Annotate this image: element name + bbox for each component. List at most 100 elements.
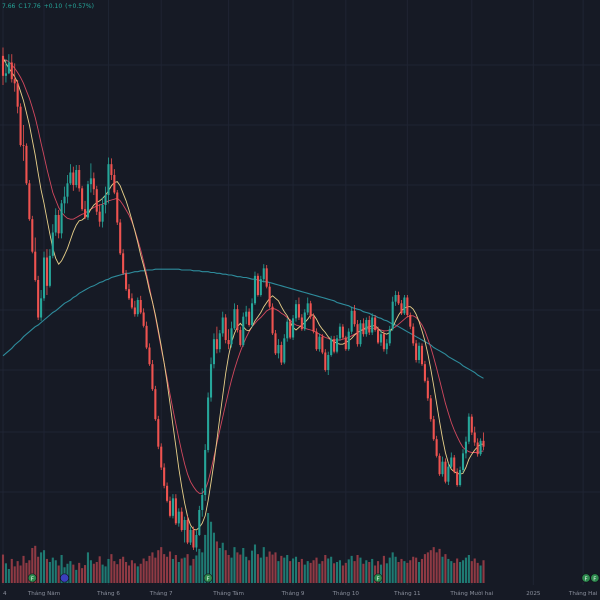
candle[interactable] (209, 357, 213, 402)
candle[interactable] (66, 175, 69, 204)
candle[interactable] (453, 455, 456, 474)
candle[interactable] (459, 466, 462, 487)
candle[interactable] (130, 293, 133, 310)
candle[interactable] (166, 482, 169, 503)
candle[interactable] (294, 300, 298, 322)
candle[interactable] (248, 308, 251, 327)
candle[interactable] (259, 275, 262, 297)
candle[interactable] (335, 335, 339, 354)
candle[interactable] (394, 290, 397, 306)
candle[interactable] (435, 435, 438, 458)
candle[interactable] (415, 340, 418, 363)
candle[interactable] (397, 291, 400, 305)
candle[interactable] (207, 392, 210, 453)
candle[interactable] (447, 463, 450, 485)
candle[interactable] (212, 333, 216, 369)
candle[interactable] (37, 275, 40, 320)
event-marker[interactable]: F (27, 573, 37, 583)
candle[interactable] (22, 125, 25, 161)
candle[interactable] (253, 271, 257, 305)
candle[interactable] (177, 508, 180, 527)
candle[interactable] (441, 456, 444, 477)
candle[interactable] (300, 314, 303, 331)
candle[interactable] (265, 265, 268, 289)
candle[interactable] (60, 200, 63, 239)
event-marker[interactable]: F (590, 573, 600, 583)
candle[interactable] (133, 300, 136, 317)
candle[interactable] (78, 165, 81, 192)
candle[interactable] (356, 320, 359, 347)
candle[interactable] (388, 325, 391, 346)
candle[interactable] (236, 305, 239, 333)
candle[interactable] (83, 200, 87, 220)
candle[interactable] (330, 335, 333, 357)
candle[interactable] (4, 59, 7, 83)
candle[interactable] (163, 463, 166, 489)
candle[interactable] (145, 321, 148, 350)
candle[interactable] (40, 290, 43, 321)
candle[interactable] (142, 308, 145, 328)
candle[interactable] (127, 284, 131, 300)
candle[interactable] (136, 297, 139, 317)
candle[interactable] (51, 224, 54, 259)
candle[interactable] (7, 54, 10, 75)
candle[interactable] (309, 300, 312, 320)
candle[interactable] (365, 317, 368, 337)
candle[interactable] (350, 306, 353, 335)
candle[interactable] (10, 54, 13, 83)
candle[interactable] (362, 318, 365, 337)
candle[interactable] (239, 326, 242, 347)
candle[interactable] (315, 328, 318, 351)
candle[interactable] (359, 320, 362, 347)
candle[interactable] (171, 494, 174, 519)
event-marker[interactable]: F (373, 573, 383, 583)
candle[interactable] (403, 295, 406, 315)
candle[interactable] (119, 219, 122, 255)
candle[interactable] (245, 305, 248, 325)
candle[interactable] (476, 438, 479, 457)
candle[interactable] (324, 349, 327, 372)
candle[interactable] (344, 335, 347, 351)
candle[interactable] (376, 326, 380, 345)
candle[interactable] (289, 319, 292, 340)
candle[interactable] (227, 329, 230, 350)
candle[interactable] (125, 270, 128, 291)
candle[interactable] (277, 339, 280, 359)
candle[interactable] (25, 143, 28, 185)
candle[interactable] (72, 166, 75, 191)
candle[interactable] (28, 180, 31, 221)
candle[interactable] (444, 458, 447, 484)
candle[interactable] (148, 343, 151, 366)
candle[interactable] (341, 324, 344, 340)
candle[interactable] (327, 351, 330, 375)
candle[interactable] (116, 190, 119, 225)
candle[interactable] (186, 515, 189, 545)
candle[interactable] (183, 516, 186, 543)
candle[interactable] (75, 165, 78, 188)
event-marker[interactable]: F (581, 573, 591, 583)
candle[interactable] (98, 204, 101, 227)
candle[interactable] (385, 339, 388, 355)
candle[interactable] (338, 323, 341, 341)
candle[interactable] (379, 330, 383, 346)
candle[interactable] (303, 309, 306, 331)
candle[interactable] (16, 80, 19, 114)
candle[interactable] (13, 63, 16, 92)
candle[interactable] (31, 215, 34, 254)
candle[interactable] (48, 249, 51, 288)
candle[interactable] (262, 264, 265, 283)
candle[interactable] (400, 300, 403, 315)
candle[interactable] (95, 185, 98, 215)
candle[interactable] (461, 449, 465, 473)
candle[interactable] (470, 414, 473, 435)
candle[interactable] (482, 432, 485, 451)
candle[interactable] (306, 297, 309, 316)
candle[interactable] (69, 164, 72, 185)
candle[interactable] (168, 496, 172, 518)
candle[interactable] (473, 426, 476, 446)
candle[interactable] (406, 295, 409, 318)
candle[interactable] (160, 443, 163, 470)
candle[interactable] (230, 321, 233, 348)
candle[interactable] (312, 313, 315, 334)
candle[interactable] (101, 197, 104, 228)
